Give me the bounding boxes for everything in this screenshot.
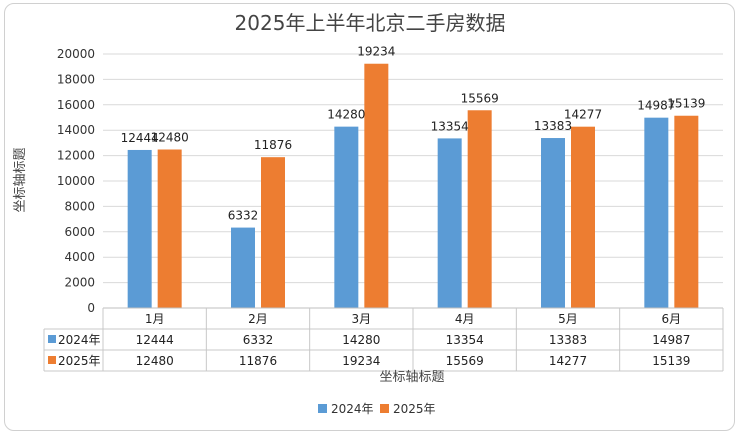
table-cell: 14277	[549, 354, 587, 368]
y-tick-label: 10000	[57, 174, 95, 188]
y-axis: 0 2000 4000 6000 8000 10000 12000 14000 16000 180…	[57, 47, 95, 315]
table-cell: 13383	[549, 333, 587, 347]
table-series-name: 2024年	[58, 333, 101, 347]
data-label: 14277	[564, 108, 602, 122]
table-cell: 19234	[342, 354, 380, 368]
table-cell: 11876	[239, 354, 277, 368]
y-tick-label: 4000	[64, 250, 95, 264]
table-series-name: 2025年	[58, 354, 101, 368]
y-tick-label: 8000	[64, 199, 95, 213]
bars	[127, 63, 699, 309]
data-label: 13354	[431, 119, 469, 133]
category-label: 5月	[558, 312, 578, 326]
table-legend-key	[48, 356, 56, 364]
y-tick-label: 14000	[57, 123, 95, 137]
y-tick-label: 2000	[64, 276, 95, 290]
data-label: 11876	[254, 138, 292, 152]
table-legend-key	[48, 335, 56, 343]
data-table: 1月 2月 3月 4月 5月 6月 2024年 12444 6332 14280 13354 1338…	[43, 307, 724, 372]
bar	[334, 126, 359, 308]
data-label: 13383	[534, 119, 572, 133]
y-tick-label: 16000	[57, 98, 95, 112]
data-label: 12480	[151, 131, 189, 145]
data-label: 15569	[461, 91, 499, 105]
data-label: 14987	[637, 99, 675, 113]
bar	[674, 115, 699, 308]
category-label: 2月	[248, 312, 268, 326]
bar	[467, 110, 492, 308]
bar	[571, 126, 595, 308]
y-tick-label: 6000	[64, 225, 95, 239]
y-tick-label: 0	[87, 301, 95, 315]
category-label: 3月	[352, 312, 372, 326]
y-tick-label: 18000	[57, 72, 95, 86]
bar	[437, 138, 462, 308]
y-tick-label: 20000	[57, 47, 95, 61]
data-label: 19234	[357, 45, 395, 59]
y-axis-title: 坐标轴标题	[13, 147, 28, 212]
bar	[644, 117, 669, 308]
table-cell: 6332	[243, 333, 274, 347]
bar	[541, 138, 565, 308]
bar	[157, 149, 182, 308]
legend-key	[380, 404, 389, 413]
table-cell: 15139	[652, 354, 690, 368]
data-label: 15139	[667, 97, 705, 111]
data-label: 14280	[327, 108, 365, 122]
data-label: 6332	[228, 209, 259, 223]
bar	[364, 63, 389, 309]
legend-label: 2024年	[331, 402, 374, 416]
category-label: 4月	[455, 312, 475, 326]
table-cell: 14280	[342, 333, 380, 347]
table-cell: 12444	[136, 333, 174, 347]
table-cell: 14987	[652, 333, 690, 347]
gridlines	[103, 53, 723, 309]
bar	[261, 157, 285, 308]
data-label: 12444	[121, 131, 159, 145]
x-axis-title: 坐标轴标题	[379, 370, 444, 385]
data-labels: 12444 6332 14280 13354 13383 14987 12480 11876 1…	[121, 45, 706, 223]
bar	[231, 227, 255, 308]
y-tick-label: 12000	[57, 149, 95, 163]
legend: 2024年 2025年	[318, 402, 436, 416]
category-label: 1月	[145, 312, 165, 326]
category-label: 6月	[662, 312, 682, 326]
table-cell: 15569	[446, 354, 484, 368]
legend-label: 2025年	[393, 402, 436, 416]
table-cell: 13354	[446, 333, 484, 347]
legend-key	[318, 404, 327, 413]
chart-title: 2025年上半年北京二手房数据	[235, 11, 506, 35]
table-cell: 12480	[136, 354, 174, 368]
bar	[127, 149, 152, 308]
